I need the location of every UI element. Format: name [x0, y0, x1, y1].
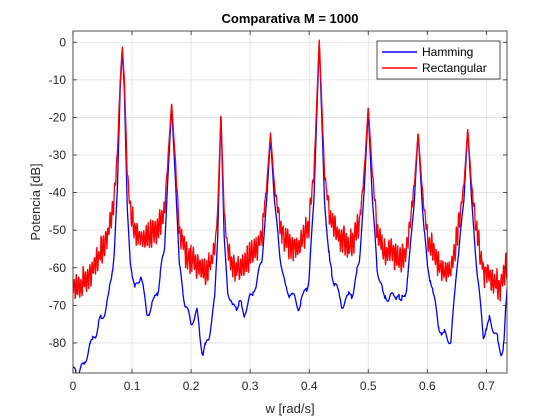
- series-line-rectangular: [73, 39, 507, 302]
- x-tick-label-3: 0.3: [242, 379, 259, 393]
- y-tick-label-6: -60: [49, 261, 67, 275]
- y-tick-label-7: -70: [49, 298, 67, 312]
- y-tick-label-1: -10: [49, 73, 67, 87]
- legend-label-rectangular: Rectangular: [422, 61, 487, 75]
- y-axis: 0 -10 -20 -30 -40 -50 -60 -70 -80: [49, 35, 507, 350]
- legend-label-hamming: Hamming: [422, 45, 473, 59]
- x-axis: 0 0.1 0.2 0.3 0.4 0.5 0.6 0.7: [70, 31, 495, 393]
- x-tick-label-1: 0.1: [124, 379, 141, 393]
- series-line-hamming: [73, 43, 507, 373]
- legend: Hamming Rectangular: [376, 40, 501, 80]
- plot-frame: [72, 30, 508, 374]
- y-tick-label-4: -40: [49, 186, 67, 200]
- grid-lines: [72, 31, 507, 373]
- series-layer: [73, 39, 507, 373]
- y-axis-title: Potencia [dB]: [28, 163, 43, 240]
- y-tick-label-8: -80: [49, 336, 67, 350]
- legend-box: [376, 40, 501, 80]
- x-tick-label-0: 0: [70, 379, 77, 393]
- x-tick-label-2: 0.2: [183, 379, 200, 393]
- x-tick-label-7: 0.7: [478, 379, 495, 393]
- y-tick-label-2: -20: [49, 110, 67, 124]
- chart-title: Comparativa M = 1000: [222, 11, 359, 26]
- x-tick-label-6: 0.6: [419, 379, 436, 393]
- plot-area: [73, 31, 507, 373]
- x-tick-label-4: 0.4: [301, 379, 318, 393]
- y-tick-label-0: 0: [59, 35, 66, 49]
- x-tick-label-5: 0.5: [360, 379, 377, 393]
- y-tick-label-5: -50: [49, 223, 67, 237]
- x-axis-title: w [rad/s]: [264, 401, 314, 416]
- y-tick-label-3: -30: [49, 148, 67, 162]
